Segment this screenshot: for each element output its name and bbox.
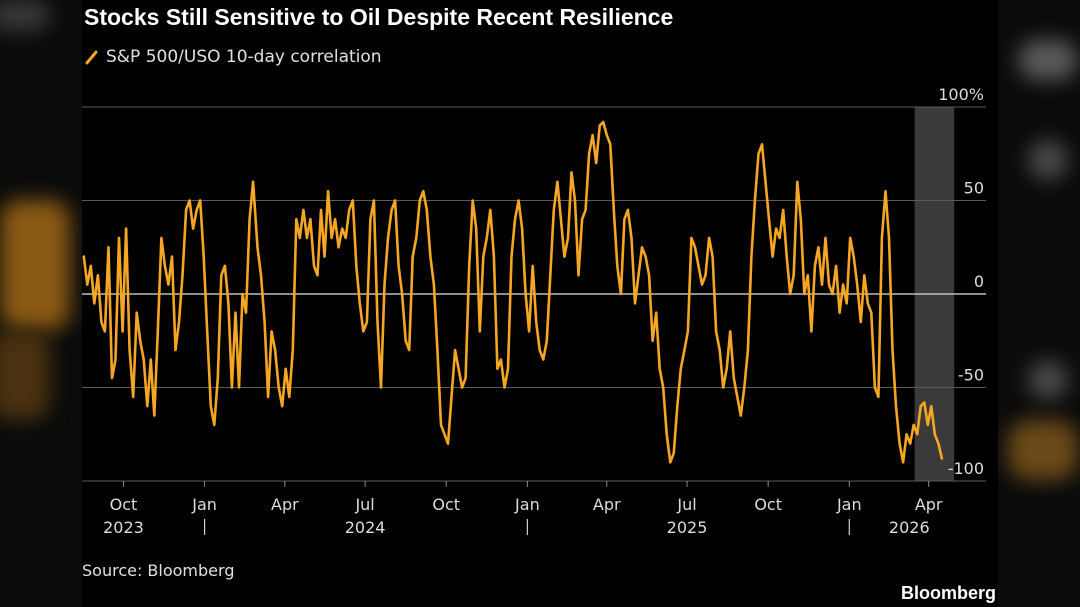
x-tick-label: Jan [836,495,862,514]
x-tick-label: Jul [676,495,696,514]
x-tick-label: Jan [191,495,217,514]
x-tick-label: Apr [593,495,621,514]
legend-label: S&P 500/USO 10-day correlation [106,47,382,67]
source-note: Source: Bloomberg [82,561,235,580]
left-blur-panel [0,0,82,607]
y-tick-label: -50 [958,366,984,385]
year-label: 2025 [667,518,708,537]
y-tick-label: 50 [964,179,984,198]
year-label: 2023 [103,518,144,537]
series-line-correlation [82,120,944,464]
year-label: 2024 [345,518,386,537]
brand-logo: Bloomberg [900,583,996,603]
legend: S&P 500/USO 10-day correlation [84,47,382,67]
x-tick-label: Oct [432,495,460,514]
year-label: 2026 [889,518,930,537]
y-tick-label: 0 [974,272,984,291]
x-tick-label: Oct [754,495,782,514]
right-blur-panel [998,0,1080,607]
x-tick-label: Oct [110,495,138,514]
x-tick-label: Jul [354,495,374,514]
x-tick-label: Apr [915,495,943,514]
chart-title: Stocks Still Sensitive to Oil Despite Re… [84,4,674,30]
x-tick-label: Jan [514,495,540,514]
x-tick-label: Apr [271,495,299,514]
y-tick-label: -100 [948,459,984,478]
y-tick-label: 100% [938,85,984,104]
